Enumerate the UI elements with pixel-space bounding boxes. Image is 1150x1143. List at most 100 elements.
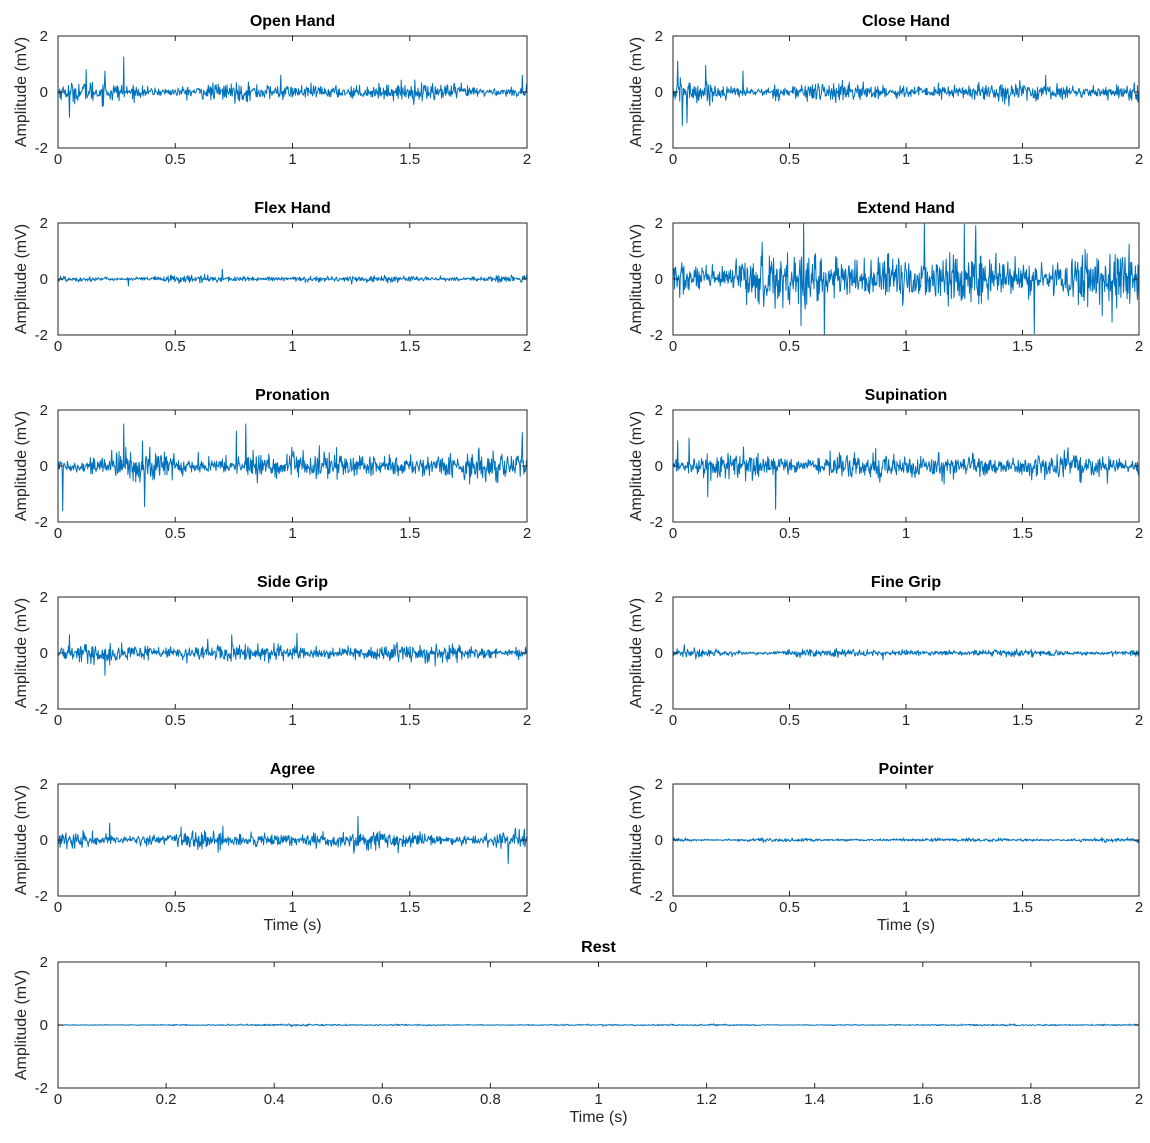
signal-line [57, 423, 528, 512]
axes-box [672, 222, 1140, 336]
x-tick-label: 0.5 [779, 338, 800, 355]
x-tick-label: 0 [669, 899, 677, 916]
x-tick-label: 2 [523, 151, 531, 168]
x-tick-label: 1 [902, 899, 910, 916]
x-tick-label: 0 [54, 712, 62, 729]
x-tick-label: 1 [288, 151, 296, 168]
x-tick-label: 1.8 [1020, 1091, 1041, 1108]
x-tick-label: 1.5 [399, 712, 420, 729]
x-tick-label: 1.6 [912, 1091, 933, 1108]
y-tick-label: 2 [655, 215, 663, 232]
x-tick-label: 0 [54, 525, 62, 542]
y-axis-label: Amplitude (mV) [13, 37, 30, 147]
panel-pronation: 0 0.5 1 1.5 2 -2 0 2 Pronation Amplitude (mV) [13, 387, 531, 542]
x-tick-label: 1 [288, 525, 296, 542]
x-tick-label: 0.5 [165, 338, 186, 355]
panel-fine-grip: 0 0.5 1 1.5 2 -2 0 2 Fine Grip Amplitude (mV) [628, 574, 1143, 729]
panel-pointer: 0 0.5 1 1.5 2 -2 0 2 Pointer Amplitude (mV) Time (… [628, 761, 1143, 934]
x-tick-label: 0 [669, 525, 677, 542]
signal-line [672, 644, 1140, 661]
y-tick-label: -2 [650, 140, 663, 157]
panel-title: Pointer [878, 761, 933, 778]
y-tick-label: 0 [655, 832, 663, 849]
y-axis-label: Amplitude (mV) [13, 785, 30, 895]
x-tick-label: 0.6 [372, 1091, 393, 1108]
x-tick-label: 0 [54, 899, 62, 916]
y-axis-label: Amplitude (mV) [13, 970, 30, 1080]
y-tick-label: 0 [40, 84, 48, 101]
y-tick-label: 0 [655, 458, 663, 475]
y-tick-label: -2 [650, 701, 663, 718]
signal-line [57, 56, 528, 118]
x-tick-label: 2 [1135, 525, 1143, 542]
x-tick-label: 0.5 [779, 899, 800, 916]
x-tick-label: 1 [288, 338, 296, 355]
y-axis-label: Amplitude (mV) [13, 224, 30, 334]
x-tick-label: 0.5 [165, 525, 186, 542]
x-tick-label: 0 [669, 151, 677, 168]
y-tick-label: -2 [650, 327, 663, 344]
x-tick-label: 0.5 [779, 712, 800, 729]
panel-title: Pronation [255, 387, 330, 404]
panel-title: Supination [865, 387, 948, 404]
signal-line [672, 222, 1140, 336]
signal-line [672, 60, 1140, 127]
y-tick-label: 2 [40, 28, 48, 45]
x-tick-label: 1.5 [1012, 151, 1033, 168]
x-tick-label: 1.5 [399, 338, 420, 355]
y-tick-label: 0 [655, 84, 663, 101]
panel-rest: 0 0.2 0.4 0.6 0.8 1 1.2 1.4 1.6 1.8 2 -2 0 2 Rest Ampli… [13, 939, 1143, 1126]
x-tick-label: 1.2 [696, 1091, 717, 1108]
y-tick-label: 2 [40, 215, 48, 232]
x-tick-label: 2 [1135, 338, 1143, 355]
y-axis-label: Amplitude (mV) [628, 411, 645, 521]
x-tick-label: 1 [902, 151, 910, 168]
x-tick-label: 0.4 [264, 1091, 285, 1108]
panel-title: Fine Grip [871, 574, 941, 591]
y-tick-label: 2 [655, 402, 663, 419]
panel-open-hand: 0 0.5 1 1.5 2 -2 0 2 Open Hand Amplitude (mV) [13, 13, 531, 168]
x-tick-label: 1.5 [399, 525, 420, 542]
x-tick-label: 1 [594, 1091, 602, 1108]
y-tick-label: -2 [35, 1080, 48, 1097]
signal-line [57, 1023, 1140, 1028]
y-tick-label: -2 [35, 888, 48, 905]
y-tick-label: 0 [40, 645, 48, 662]
signal-line [57, 268, 528, 287]
x-tick-label: 1 [288, 899, 296, 916]
panel-title: Close Hand [862, 13, 950, 30]
x-tick-label: 1.4 [804, 1091, 825, 1108]
panel-title: Extend Hand [857, 200, 955, 217]
x-tick-label: 1.5 [1012, 899, 1033, 916]
x-tick-label: 2 [523, 712, 531, 729]
x-tick-label: 1 [288, 712, 296, 729]
signal-line [672, 837, 1140, 844]
y-tick-label: 0 [40, 271, 48, 288]
y-tick-label: 2 [40, 402, 48, 419]
y-tick-label: 0 [655, 645, 663, 662]
y-tick-label: -2 [650, 888, 663, 905]
signal-line [57, 632, 528, 676]
x-tick-label: 0 [669, 712, 677, 729]
x-axis-label: Time (s) [877, 917, 935, 934]
panel-title: Side Grip [257, 574, 328, 591]
x-tick-label: 1 [902, 525, 910, 542]
y-tick-label: 2 [40, 954, 48, 971]
panel-title: Rest [581, 939, 616, 956]
x-tick-label: 2 [1135, 899, 1143, 916]
x-tick-label: 1 [902, 712, 910, 729]
x-tick-label: 2 [1135, 712, 1143, 729]
y-tick-label: -2 [35, 327, 48, 344]
y-axis-label: Amplitude (mV) [628, 37, 645, 147]
panel-close-hand: 0 0.5 1 1.5 2 -2 0 2 Close Hand Amplitude (mV) [628, 13, 1143, 168]
y-axis-label: Amplitude (mV) [13, 411, 30, 521]
y-axis-label: Amplitude (mV) [628, 785, 645, 895]
x-tick-label: 2 [1135, 151, 1143, 168]
x-tick-label: 0.8 [480, 1091, 501, 1108]
y-axis-label: Amplitude (mV) [628, 224, 645, 334]
y-tick-label: 0 [655, 271, 663, 288]
panel-title: Agree [270, 761, 315, 778]
x-tick-label: 1.5 [1012, 712, 1033, 729]
x-tick-label: 0.5 [779, 525, 800, 542]
